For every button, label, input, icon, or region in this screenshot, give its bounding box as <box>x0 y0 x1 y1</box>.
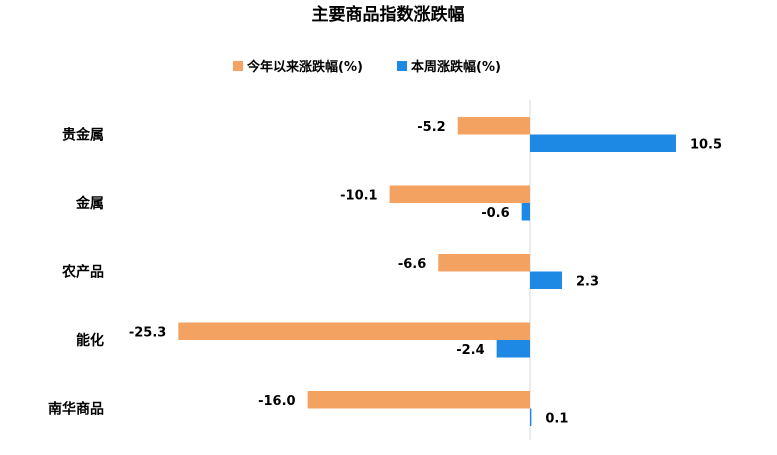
category-label: 南华商品 <box>48 401 104 418</box>
data-label-week: 10.5 <box>690 137 722 152</box>
bar-week <box>530 271 562 289</box>
data-label-ytd: -25.3 <box>129 325 166 340</box>
bar-week <box>530 134 676 152</box>
legend-swatch-week <box>397 61 407 71</box>
data-label-week: 0.1 <box>545 411 568 426</box>
chart-title: 主要商品指数涨跌幅 <box>312 4 465 25</box>
category-label: 贵金属 <box>62 127 104 144</box>
data-label-week: -0.6 <box>481 206 509 221</box>
legend-label-week: 本周涨跌幅(%) <box>411 59 501 75</box>
bar-week <box>496 340 530 358</box>
category-label: 能化 <box>76 332 104 349</box>
bar-ytd <box>438 254 530 272</box>
legend: 今年以来涨跌幅(%) 本周涨跌幅(%) <box>233 59 501 75</box>
bar-week <box>521 203 530 221</box>
category-label: 金属 <box>75 195 104 212</box>
data-label-ytd: -6.6 <box>398 257 426 272</box>
legend-label-ytd: 今年以来涨跌幅(%) <box>246 59 363 75</box>
bar-ytd <box>457 117 530 135</box>
bar-week <box>530 408 532 426</box>
bar-ytd <box>307 391 530 409</box>
category-label: 农产品 <box>61 264 104 281</box>
data-label-ytd: -5.2 <box>417 120 445 135</box>
legend-swatch-ytd <box>233 61 243 71</box>
bar-ytd <box>178 322 530 340</box>
plot-area: 贵金属 -5.2 10.5 金属 -10.1 -0.6 农产品 -6.6 2.3 能化 -25.3 -… <box>48 117 722 426</box>
data-label-ytd: -16.0 <box>258 394 295 409</box>
bar-ytd <box>389 185 530 203</box>
data-label-ytd: -10.1 <box>340 188 377 203</box>
data-label-week: 2.3 <box>576 274 599 289</box>
data-label-week: -2.4 <box>456 343 484 358</box>
